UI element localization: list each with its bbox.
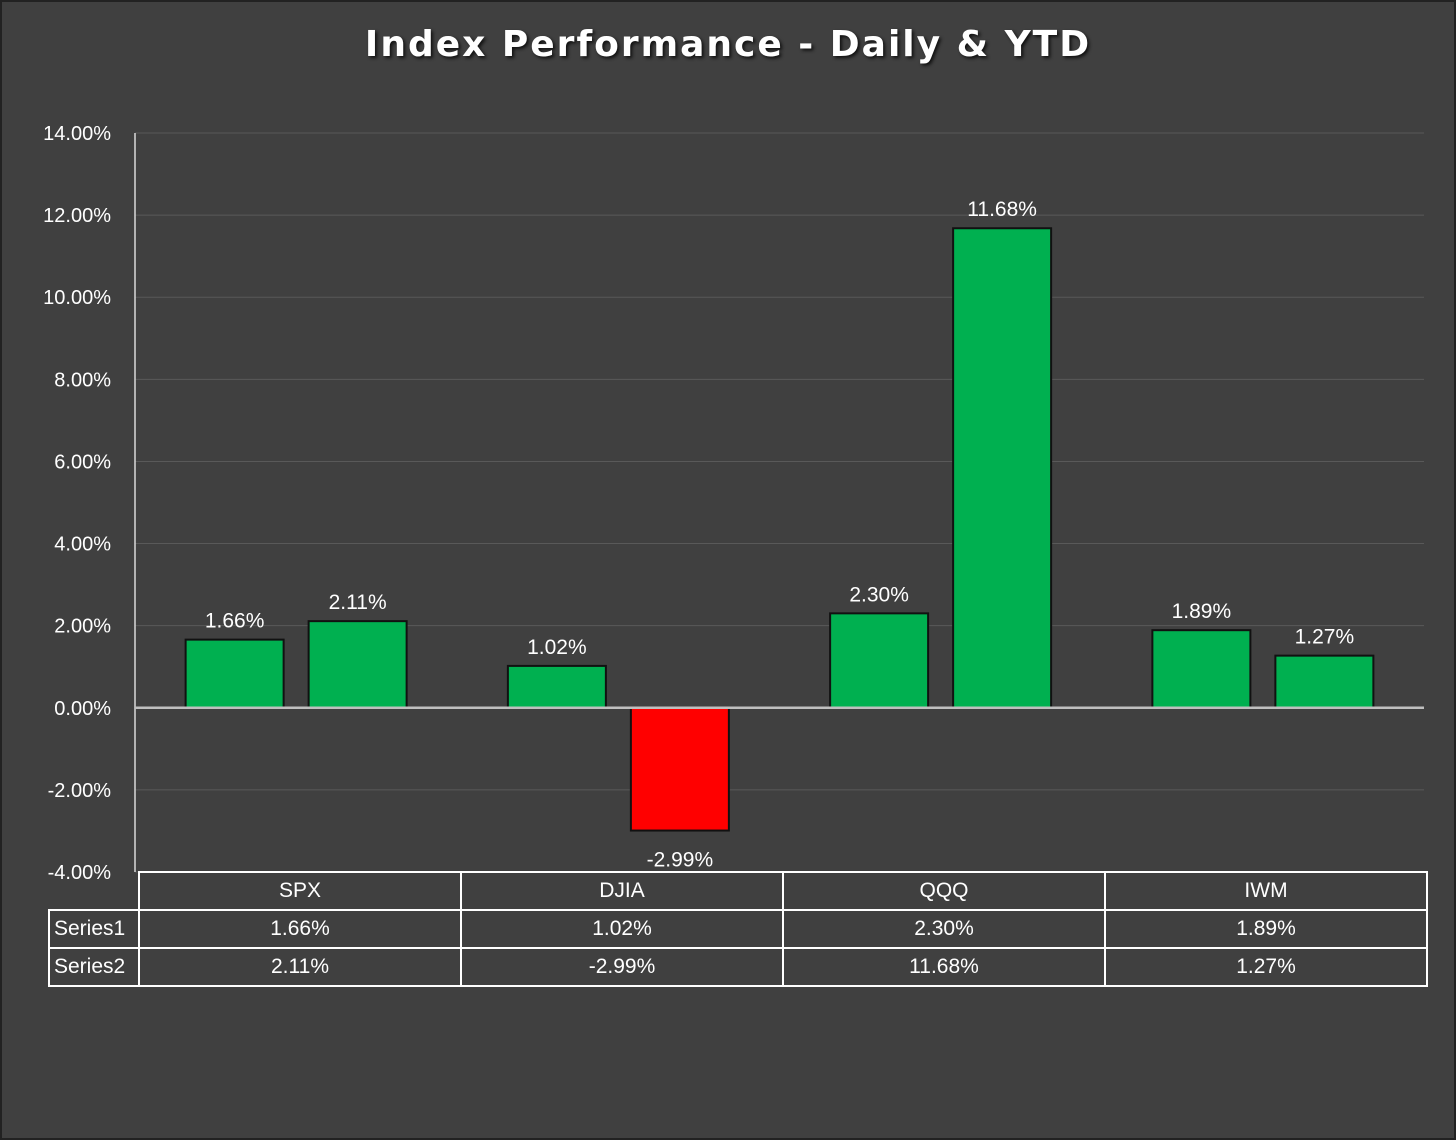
bar-qqq-series2 <box>952 227 1053 709</box>
bar-spx-series2 <box>307 620 408 709</box>
bar-djia-series1 <box>506 664 607 709</box>
y-tick-label: -2.00% <box>48 780 112 802</box>
data-label: 2.11% <box>329 591 387 614</box>
bar-iwm-series2 <box>1274 654 1375 709</box>
table-cell: 2.11% <box>138 947 462 987</box>
category-header: DJIA <box>460 871 784 911</box>
y-tick-label: 2.00% <box>54 616 111 638</box>
y-tick-label: 4.00% <box>54 534 111 556</box>
category-header: IWM <box>1104 871 1428 911</box>
bar-djia-series2 <box>629 706 730 832</box>
y-tick-label: 14.00% <box>43 123 111 145</box>
data-table-corner <box>49 872 140 911</box>
table-cell: 1.02% <box>460 909 784 949</box>
table-cell: 1.66% <box>138 909 462 949</box>
table-cell: 1.27% <box>1104 947 1428 987</box>
chart-title: Index Performance - Daily & YTD <box>364 24 1092 65</box>
data-table-row-series2: Series2 2.11% -2.99% 11.68% 1.27% <box>48 947 1428 987</box>
data-label: 1.02% <box>527 636 587 659</box>
bar-spx-series1 <box>184 638 285 709</box>
data-label: -2.99% <box>647 849 714 872</box>
series-name: Series2 <box>48 947 140 987</box>
table-cell: 1.89% <box>1104 909 1428 949</box>
data-label: 11.68% <box>967 198 1037 221</box>
series-name: Series1 <box>48 909 140 949</box>
data-label: 1.89% <box>1172 600 1232 623</box>
bar-iwm-series1 <box>1151 629 1252 709</box>
y-tick-label: 6.00% <box>54 451 111 473</box>
table-cell: 2.30% <box>782 909 1106 949</box>
y-tick-label: 0.00% <box>54 698 111 720</box>
table-cell: 11.68% <box>782 947 1106 987</box>
y-tick-label: 10.00% <box>43 287 111 309</box>
data-table-row-series1: Series1 1.66% 1.02% 2.30% 1.89% <box>48 909 1428 949</box>
data-table: SPX DJIA QQQ IWM Series1 1.66% 1.02% 2.3… <box>48 871 1428 987</box>
y-tick-label: 12.00% <box>43 205 111 227</box>
data-label: 1.27% <box>1295 626 1355 649</box>
data-table-header-row: SPX DJIA QQQ IWM <box>49 871 1428 911</box>
category-header: SPX <box>138 871 462 911</box>
data-label: 1.66% <box>205 610 265 633</box>
data-label: 2.30% <box>849 583 909 606</box>
category-header: QQQ <box>782 871 1106 911</box>
table-cell: -2.99% <box>460 947 784 987</box>
y-tick-label: 8.00% <box>54 369 111 391</box>
bar-qqq-series1 <box>829 612 930 709</box>
